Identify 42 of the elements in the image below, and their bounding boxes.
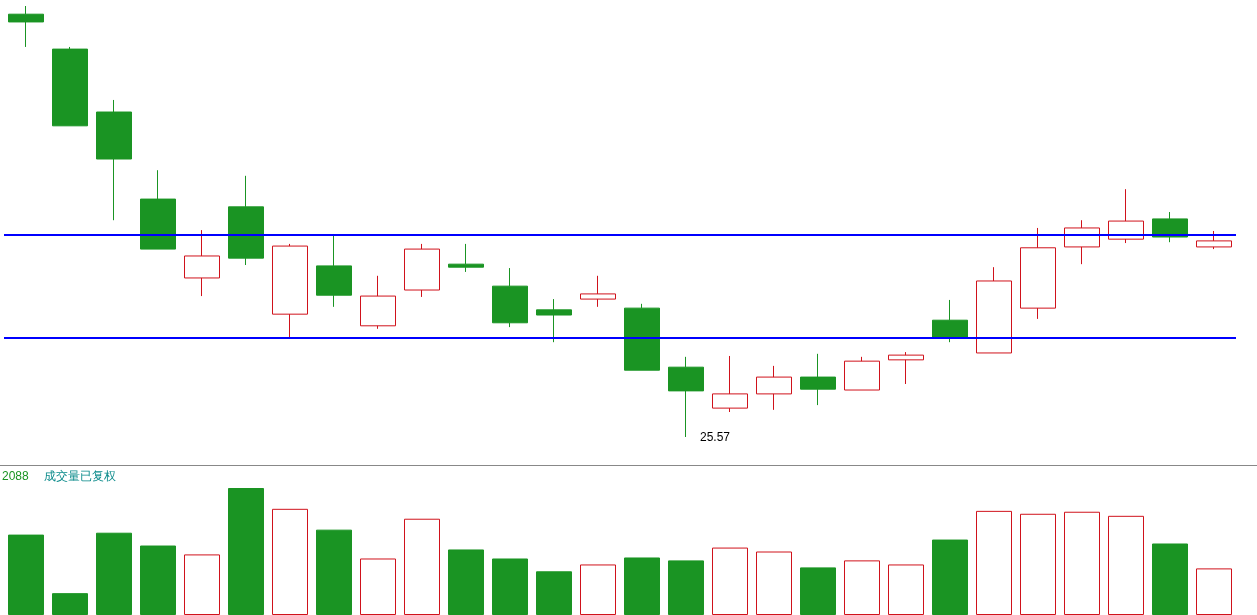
bar	[52, 593, 88, 615]
candlestick	[932, 299, 968, 343]
candlestick	[184, 229, 220, 297]
candlestick	[96, 99, 132, 221]
bar	[140, 545, 176, 615]
candlestick	[140, 169, 176, 250]
bar	[8, 534, 44, 615]
candlestick	[1108, 188, 1144, 244]
bar	[96, 532, 132, 615]
candlestick	[756, 365, 792, 411]
candlestick	[228, 175, 264, 266]
candlestick	[404, 243, 440, 298]
candlestick	[580, 275, 616, 308]
bar	[668, 560, 704, 615]
candlestick	[800, 353, 836, 406]
bar	[316, 529, 352, 615]
bar	[624, 557, 660, 615]
candlestick	[624, 303, 660, 371]
bar	[448, 549, 484, 615]
bar	[492, 558, 528, 615]
candlestick	[888, 351, 924, 385]
candlestick	[360, 275, 396, 330]
text: 成交量已复权	[44, 469, 116, 483]
candlestick	[272, 243, 308, 339]
bar	[932, 539, 968, 615]
candlestick	[448, 243, 484, 273]
bar	[1152, 543, 1188, 615]
candlestick	[1196, 230, 1232, 250]
candlestick	[52, 46, 88, 127]
bar	[800, 567, 836, 615]
candlestick	[8, 5, 44, 48]
candlestick	[536, 298, 572, 343]
candlestick	[316, 233, 352, 308]
bar	[536, 571, 572, 615]
candlestick	[844, 356, 880, 391]
candlestick	[712, 355, 748, 413]
candlestick	[976, 266, 1012, 354]
annotation: 25.57	[700, 430, 731, 444]
text: 2088	[2, 469, 30, 483]
candlestick	[1020, 227, 1056, 320]
candlestick	[492, 267, 528, 328]
bar	[228, 488, 264, 615]
